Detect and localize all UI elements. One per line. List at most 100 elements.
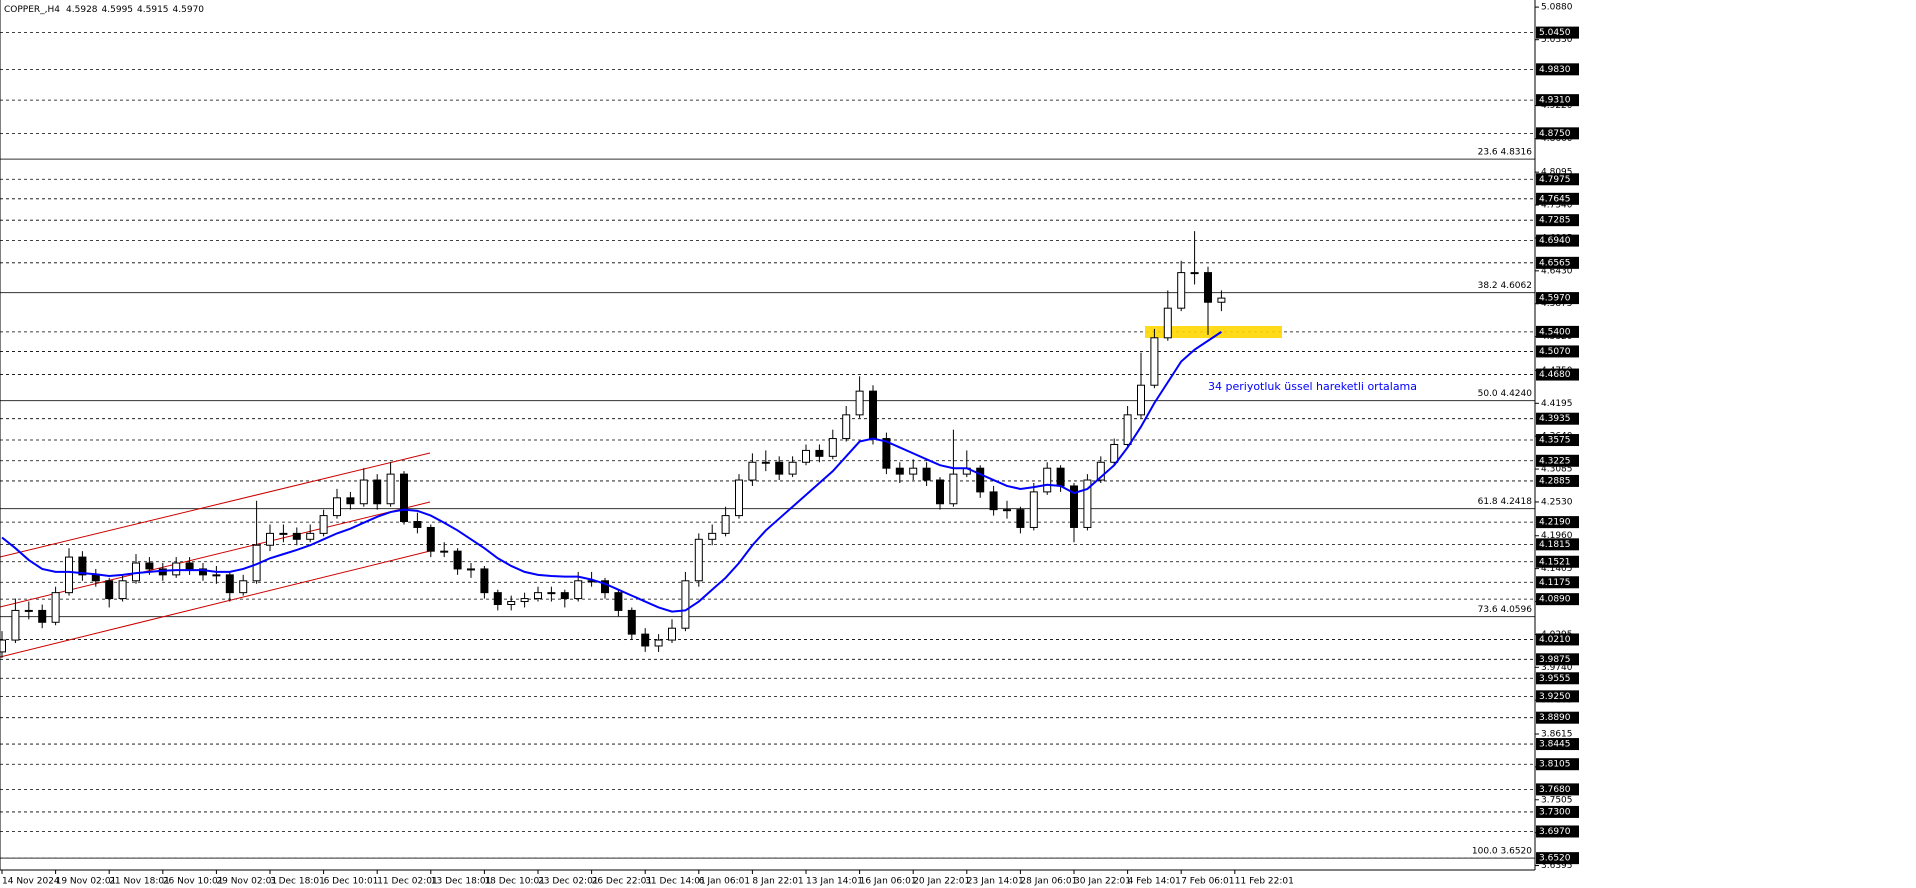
candle-body [761, 461, 770, 464]
candle-body [1043, 467, 1052, 493]
candle-body [989, 491, 998, 511]
level-label-box [1536, 412, 1579, 425]
x-tick-label: 30 Jan 22:01 [1074, 877, 1131, 887]
level-label-box [1536, 852, 1579, 865]
header: COPPER_,H4 4.5928 4.5995 4.5915 4.5970 [4, 5, 204, 15]
candle-body [400, 473, 408, 523]
candle-body [38, 609, 47, 623]
candle-body [922, 467, 931, 481]
candle-body [1056, 467, 1065, 487]
candle-body [440, 550, 449, 553]
level-label-box [1536, 127, 1579, 140]
level-label: 5.0450 [1539, 28, 1571, 38]
x-tick-label: 6 Jan 06:01 [699, 877, 750, 887]
level-label: 3.9875 [1539, 655, 1571, 665]
fib-label: 73.6 4.0596 [1478, 605, 1533, 615]
candle-body [319, 515, 328, 534]
level-label: 4.5400 [1539, 327, 1571, 337]
y-tick-label: 4.8095 [1541, 168, 1573, 178]
candle-body [65, 556, 73, 594]
annotation: 34 periyotluk üssel hareketli ortalama [1208, 380, 1417, 393]
x-tick-label: 26 Dec 22:01 [592, 877, 653, 887]
candle-body [842, 414, 851, 440]
candle-body [279, 532, 288, 535]
x-tick-label: 3 Dec 18:01 [270, 877, 325, 887]
level-label: 4.1521 [1539, 557, 1571, 567]
x-tick-label: 6 Dec 10:01 [324, 877, 379, 887]
candle-body [788, 461, 797, 475]
y-tick-label: 4.3085 [1541, 465, 1573, 475]
level-label: 4.1815 [1539, 540, 1571, 550]
candle-body [909, 467, 918, 475]
y-tick-label: 3.7505 [1541, 795, 1573, 805]
candle-body [1070, 485, 1078, 528]
level-label: 3.6520 [1539, 854, 1571, 864]
candle-body [694, 538, 703, 582]
candle-body [1163, 307, 1172, 339]
candle-body [681, 580, 690, 629]
candle-body [145, 562, 154, 570]
x-tick-label: 28 Jan 06:01 [1020, 877, 1077, 887]
candle-body [855, 390, 864, 416]
fib-label: 100.0 3.6520 [1472, 847, 1532, 857]
candle-body [1096, 461, 1105, 481]
x-tick-label: 26 Nov 10:01 [163, 877, 224, 887]
level-label: 4.4680 [1539, 370, 1571, 380]
candle-body [373, 479, 382, 505]
x-tick-label: 16 Jan 06:01 [860, 877, 917, 887]
candle-body [386, 473, 395, 505]
level-label-box [1536, 434, 1579, 447]
candle-body [91, 574, 100, 582]
candle-body [775, 461, 784, 475]
candle-body [507, 601, 516, 605]
level-label: 4.3935 [1539, 414, 1571, 424]
candle-body [0, 639, 6, 653]
candle-body [480, 568, 489, 594]
candle-body [426, 526, 435, 552]
level-label-box [1536, 555, 1579, 568]
candle-body [708, 532, 717, 540]
fib-label: 61.8 4.2418 [1478, 497, 1533, 507]
level-label-box [1536, 825, 1579, 838]
candle-body [627, 609, 636, 635]
channel-upper [0, 452, 431, 558]
candle-body [949, 473, 958, 505]
candle-body [721, 515, 730, 534]
level-label-box [1536, 576, 1579, 589]
candle-body [1003, 509, 1011, 512]
candle-body [1123, 414, 1132, 445]
symbol: COPPER_,H4 [4, 5, 60, 15]
candle-body [614, 592, 623, 611]
candle-body [641, 633, 650, 647]
candle-body [105, 580, 114, 600]
candle-body [453, 550, 462, 570]
level-label: 4.1175 [1539, 578, 1571, 588]
level-label: 3.7680 [1539, 785, 1571, 795]
header-value: 4.5995 [102, 5, 134, 15]
x-tick-label: 11 Feb 22:01 [1235, 877, 1294, 887]
y-tick-label: 4.1960 [1541, 531, 1573, 541]
candle-body [1217, 297, 1226, 303]
level-label-box [1536, 690, 1579, 703]
level-label: 3.6970 [1539, 827, 1571, 837]
level-label: 4.9830 [1539, 65, 1571, 75]
x-tick-label: 23 Dec 02:01 [538, 877, 599, 887]
level-label-box [1536, 454, 1579, 467]
x-tick-label: 19 Nov 02:01 [56, 877, 117, 887]
level-label-box [1536, 783, 1579, 796]
x-tick-label: 8 Jan 22:01 [752, 877, 803, 887]
candle-body [225, 574, 234, 594]
x-tick-label: 7 Feb 06:01 [1181, 877, 1234, 887]
level-label: 3.8105 [1539, 760, 1571, 770]
x-tick-label: 31 Dec 14:01 [645, 877, 706, 887]
y-tick-label: 3.8615 [1541, 729, 1573, 739]
y-tick-label: 4.7540 [1541, 201, 1573, 211]
candle-body [815, 449, 824, 457]
candle-body [24, 609, 33, 612]
y-tick-label: 5.0880 [1541, 3, 1573, 13]
level-label-box [1536, 26, 1579, 39]
level-label-box [1536, 633, 1579, 646]
